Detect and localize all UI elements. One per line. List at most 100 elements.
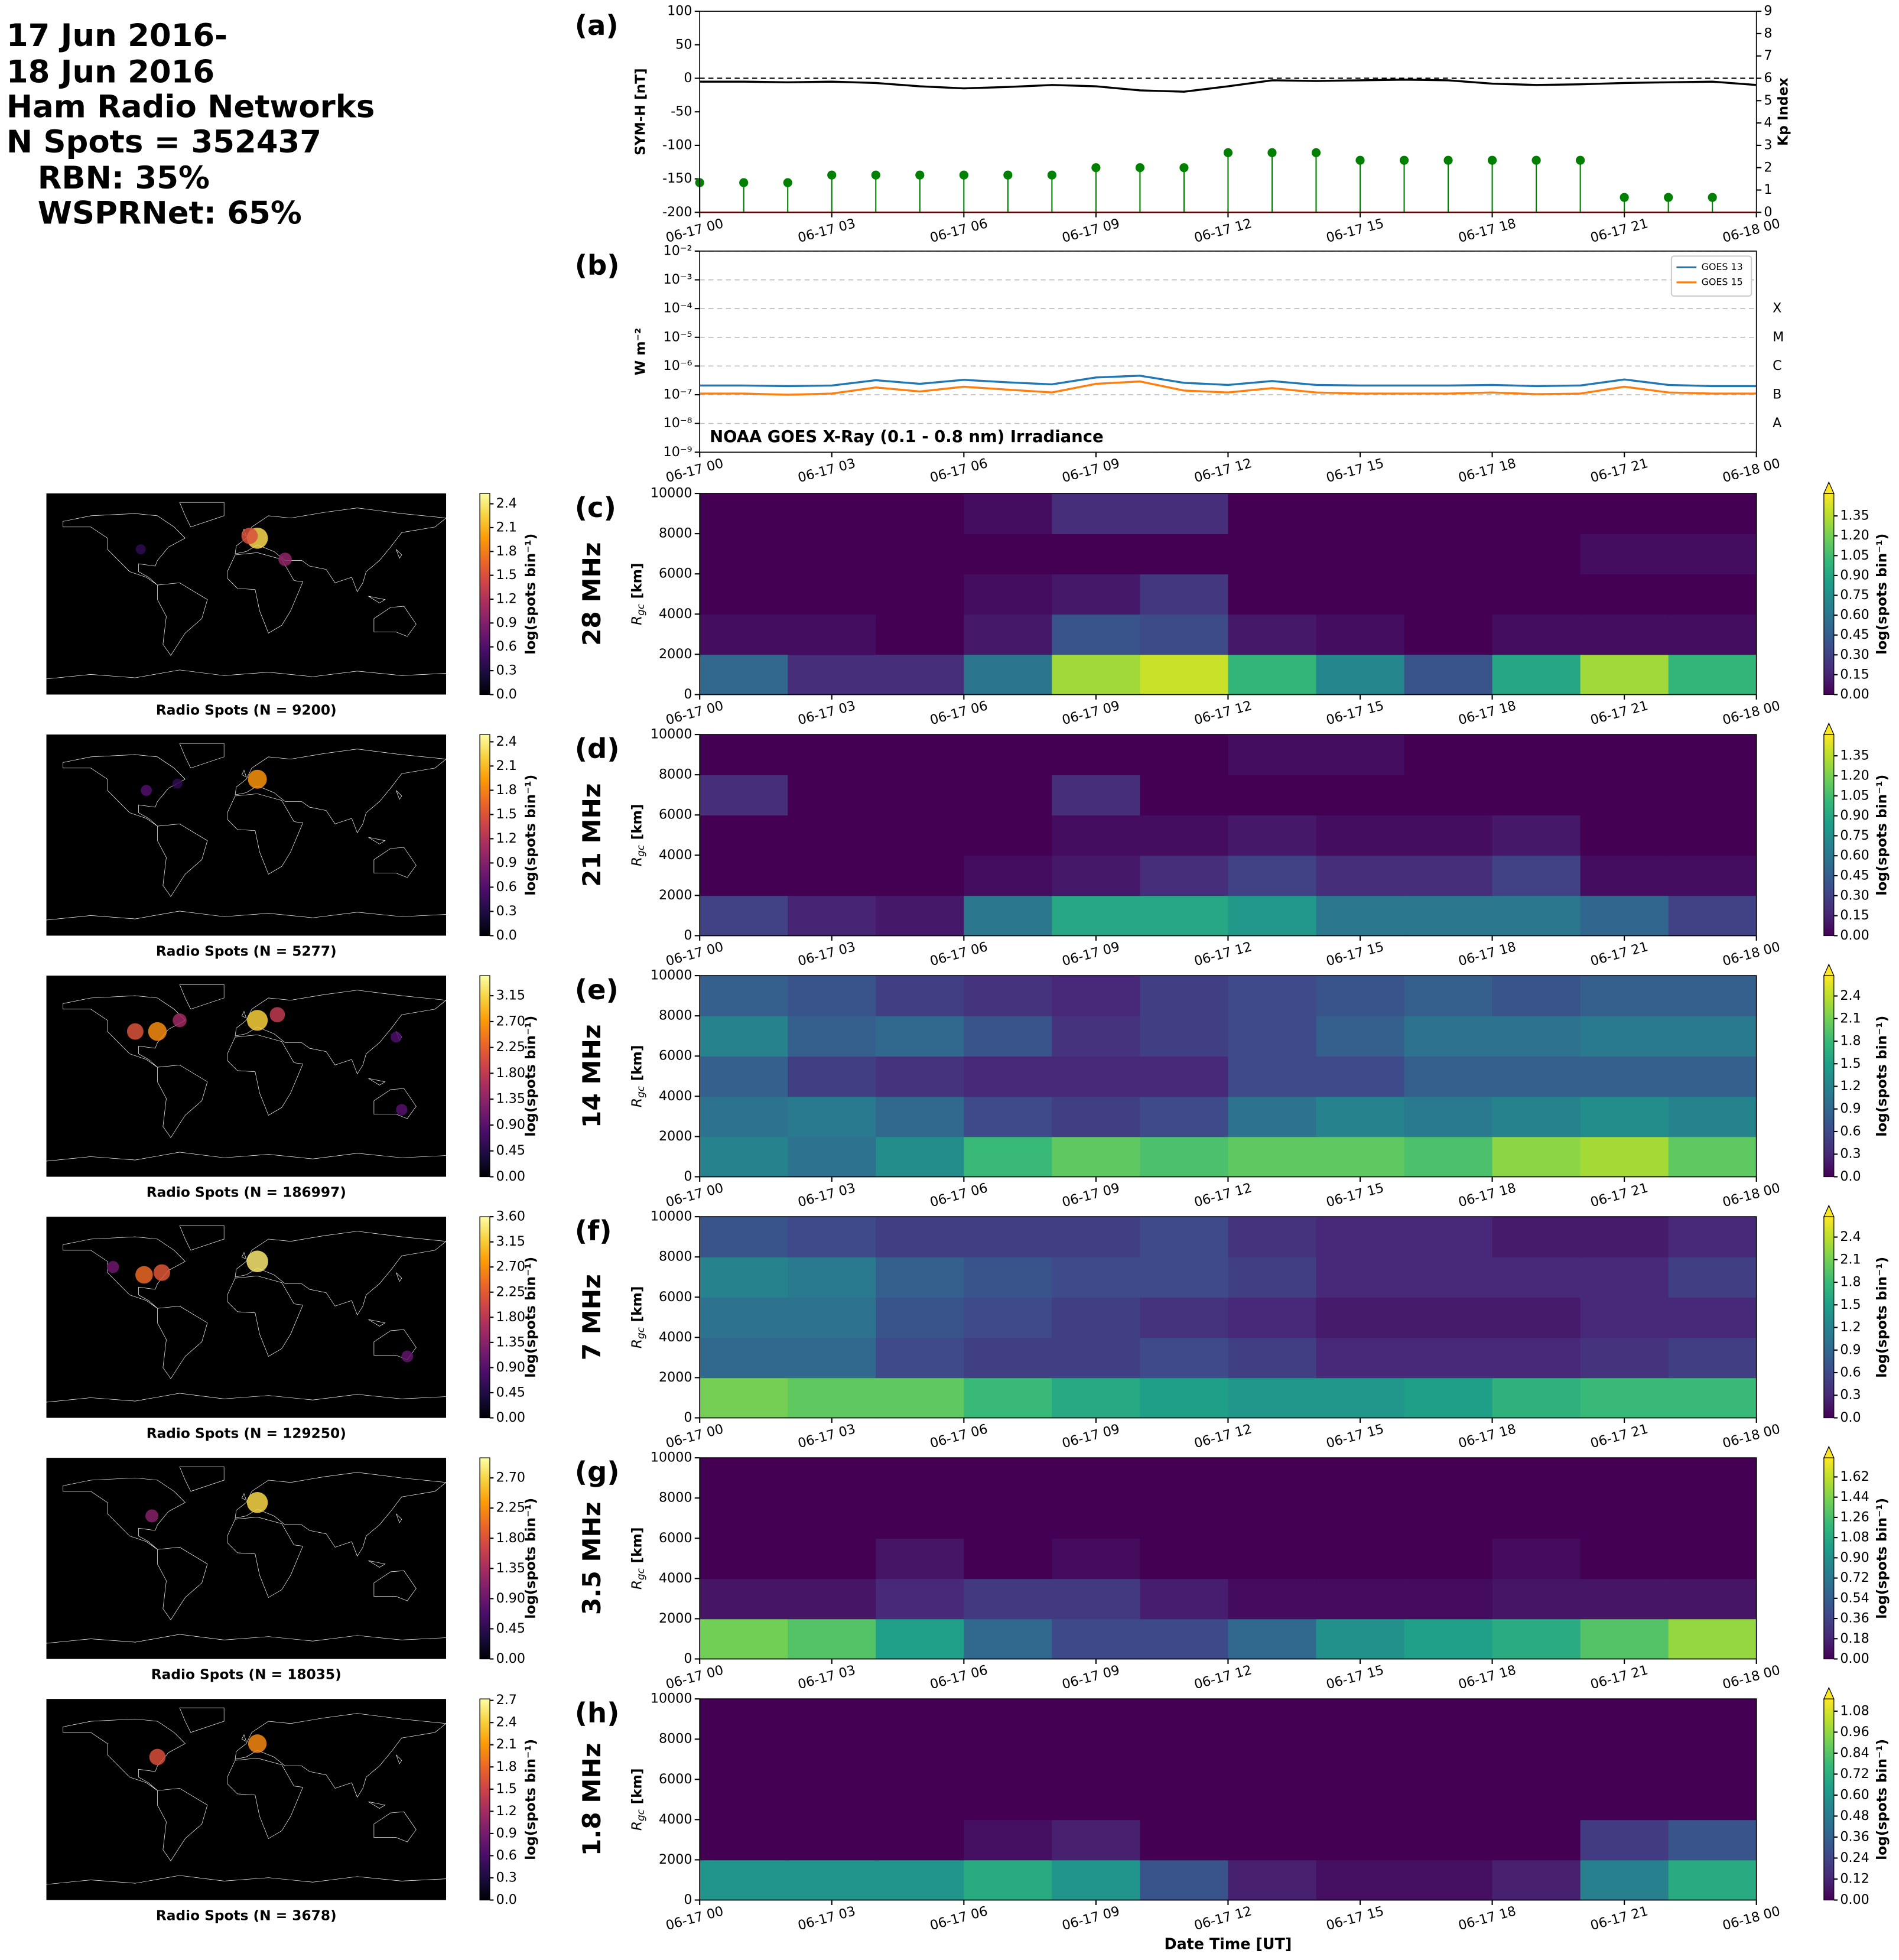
heatmap-cell bbox=[1668, 1056, 1757, 1097]
heatmap-cell bbox=[1052, 734, 1141, 776]
series-line bbox=[700, 375, 1757, 388]
heatmap-cell bbox=[1316, 1860, 1405, 1901]
x-tick-label: 06-17 18 bbox=[1456, 1662, 1517, 1692]
heatmap-cell bbox=[1140, 1699, 1229, 1740]
y-tick-label: 6000 bbox=[659, 566, 692, 581]
colorbar-tick-label: 2.1 bbox=[496, 1737, 517, 1752]
y-axis-label: Rgc [km] bbox=[629, 804, 646, 866]
legend-box bbox=[1670, 255, 1752, 297]
x-tick-label: 06-17 06 bbox=[928, 216, 989, 246]
colorbar-label: log(spots bin⁻¹) bbox=[522, 1739, 538, 1860]
heatmap-cell bbox=[1580, 1136, 1669, 1178]
heatmap-cell bbox=[700, 1297, 789, 1338]
colorbar-tick-label: 1.5 bbox=[496, 567, 517, 583]
heatmap-cell bbox=[1316, 1538, 1405, 1579]
heatmap-cell bbox=[1316, 1056, 1405, 1097]
y-tick-label: 0 bbox=[684, 1651, 692, 1666]
stem-marker bbox=[959, 170, 968, 180]
heatmap-cell bbox=[1052, 1699, 1141, 1740]
heatmap-cell bbox=[964, 1860, 1053, 1901]
heatmap-cell bbox=[788, 534, 877, 575]
x-tick-label: 06-17 09 bbox=[1061, 1662, 1121, 1692]
heatmap-cell bbox=[788, 1538, 877, 1579]
heatmap-cell bbox=[700, 1538, 789, 1579]
heatmap-cell bbox=[1316, 493, 1405, 534]
x-tick-label: 06-17 06 bbox=[928, 698, 989, 728]
heatmap-cell bbox=[1140, 775, 1229, 816]
heatmap-cell bbox=[788, 1257, 877, 1298]
y-axis-label-part: R bbox=[629, 857, 645, 866]
panel-label: (c) bbox=[575, 492, 616, 524]
y-tick-label: 0 bbox=[684, 928, 692, 943]
colorbar-tick-label: 0.45 bbox=[496, 1621, 525, 1636]
y-tick-label: 5 bbox=[1764, 93, 1772, 108]
heatmap-cell bbox=[1228, 976, 1317, 1017]
x-tick-label: 06-17 03 bbox=[796, 1903, 857, 1933]
heatmap-cell bbox=[1052, 1458, 1141, 1499]
y-axis-label-part: [km] bbox=[629, 1769, 645, 1805]
heatmap-cell bbox=[1140, 1860, 1229, 1901]
heatmap-cell bbox=[1316, 815, 1405, 856]
heatmap-cell bbox=[1492, 1377, 1581, 1419]
heatmap-cell bbox=[1668, 1377, 1757, 1419]
heatmap-cell bbox=[1140, 1096, 1229, 1137]
colorbar-tick-label: 0.75 bbox=[1840, 828, 1869, 843]
heatmap-cell bbox=[1492, 976, 1581, 1017]
colorbar-tick-label: 0.45 bbox=[1840, 627, 1869, 642]
band-label: 14 MHz bbox=[577, 1024, 606, 1128]
heatmap-cell bbox=[1140, 493, 1229, 534]
colorbar-tick-label: 0.00 bbox=[496, 1410, 525, 1425]
spot-density bbox=[145, 1509, 159, 1523]
heatmap-cell bbox=[788, 815, 877, 856]
heatmap-cell bbox=[700, 1257, 789, 1298]
heatmap-cell bbox=[1052, 1096, 1141, 1137]
heatmap-cell bbox=[876, 1739, 965, 1780]
heatmap-cell bbox=[1228, 534, 1317, 575]
heatmap-cell bbox=[1668, 1860, 1757, 1901]
heatmap-cell bbox=[1140, 1257, 1229, 1298]
y-tick-label: 0 bbox=[684, 1169, 692, 1184]
stem-marker bbox=[871, 170, 880, 180]
heatmap-cell bbox=[964, 1578, 1053, 1620]
y-axis-label-part: R bbox=[629, 1098, 645, 1107]
colorbar-tick-label: 1.44 bbox=[1840, 1489, 1869, 1504]
x-tick-label: 06-17 00 bbox=[664, 1662, 725, 1692]
x-tick-label: 06-18 00 bbox=[1721, 1662, 1782, 1692]
y-axis-label: Rgc [km] bbox=[629, 1286, 646, 1349]
heatmap-cell bbox=[1228, 1819, 1317, 1861]
colorbar-tick-label: 0.60 bbox=[1840, 1787, 1869, 1802]
heatmap-cell bbox=[1404, 1860, 1493, 1901]
heatmap-cell bbox=[1668, 1217, 1757, 1258]
heatmap-cell bbox=[1668, 1297, 1757, 1338]
heatmap-cell bbox=[1668, 734, 1757, 776]
heatmap-cell bbox=[876, 855, 965, 896]
colorbar-tick-label: 0.15 bbox=[1840, 667, 1869, 682]
heatmap-cell bbox=[1404, 654, 1493, 695]
heatmap-cell bbox=[1140, 1056, 1229, 1097]
heatmap-cell bbox=[964, 534, 1053, 575]
x-tick-label: 06-17 00 bbox=[664, 216, 725, 246]
heatmap-cell bbox=[1668, 1699, 1757, 1740]
colorbar-tick-label: 0.45 bbox=[1840, 868, 1869, 883]
heatmap-cell bbox=[1228, 1056, 1317, 1097]
heatmap-cell bbox=[700, 614, 789, 655]
heatmap-cell bbox=[1492, 895, 1581, 937]
y-tick-label: 2000 bbox=[659, 1129, 692, 1144]
y-tick-label: 10⁻⁷ bbox=[664, 387, 692, 402]
y-axis-label-part: [km] bbox=[629, 1045, 645, 1081]
heatmap-cell bbox=[1228, 1016, 1317, 1057]
heatmap-cell bbox=[1492, 1458, 1581, 1499]
heatmap-cell bbox=[1140, 1136, 1229, 1178]
spot-density bbox=[153, 1264, 171, 1281]
heatmap-cell bbox=[1052, 775, 1141, 816]
heatmap-cell bbox=[1228, 614, 1317, 655]
colorbar-tick-label: 0.0 bbox=[496, 1892, 517, 1907]
map-background bbox=[46, 734, 447, 936]
x-tick-label: 06-17 12 bbox=[1192, 1662, 1253, 1692]
colorbar-tick-label: 0.0 bbox=[496, 928, 517, 943]
heatmap-cell bbox=[1580, 534, 1669, 575]
heatmap-cell bbox=[1580, 1096, 1669, 1137]
heatmap-cell bbox=[1404, 775, 1493, 816]
colorbar-tick-label: 0.30 bbox=[1840, 647, 1869, 662]
heatmap-cell bbox=[788, 976, 877, 1017]
